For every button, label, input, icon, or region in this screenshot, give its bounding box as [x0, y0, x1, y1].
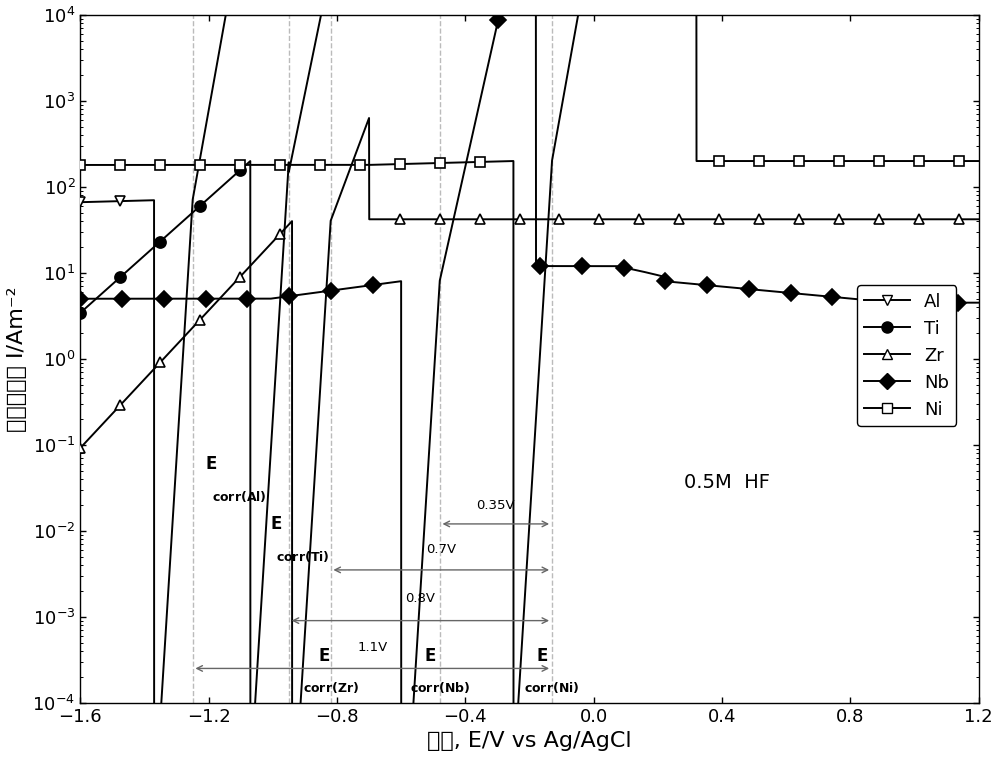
- Text: 0.8V: 0.8V: [405, 591, 435, 605]
- Y-axis label: 电流密度， I/Am⁻²: 电流密度， I/Am⁻²: [7, 286, 27, 431]
- Text: $\bf{corr(Zr)}$: $\bf{corr(Zr)}$: [303, 680, 359, 695]
- Text: $\bf{corr(Al)}$: $\bf{corr(Al)}$: [212, 489, 267, 504]
- Text: 0.5M  HF: 0.5M HF: [684, 473, 770, 492]
- Legend: Al, Ti, Zr, Nb, Ni: Al, Ti, Zr, Nb, Ni: [857, 285, 956, 426]
- Text: $\bf{E}$: $\bf{E}$: [205, 455, 218, 473]
- Text: $\bf{corr(Nb)}$: $\bf{corr(Nb)}$: [410, 680, 470, 695]
- Text: 1.1V: 1.1V: [357, 641, 387, 654]
- Text: $\bf{E}$: $\bf{E}$: [318, 647, 330, 665]
- Text: 0.35V: 0.35V: [476, 499, 515, 512]
- Text: $\bf{corr(Ni)}$: $\bf{corr(Ni)}$: [524, 680, 580, 695]
- Text: $\bf{E}$: $\bf{E}$: [270, 515, 282, 533]
- Text: 0.7V: 0.7V: [426, 543, 456, 556]
- Text: $\bf{corr(Ti)}$: $\bf{corr(Ti)}$: [276, 549, 330, 564]
- Text: $\bf{E}$: $\bf{E}$: [536, 647, 548, 665]
- X-axis label: 电位, E/V vs Ag/AgCl: 电位, E/V vs Ag/AgCl: [427, 731, 632, 751]
- Text: $\bf{E}$: $\bf{E}$: [424, 647, 436, 665]
